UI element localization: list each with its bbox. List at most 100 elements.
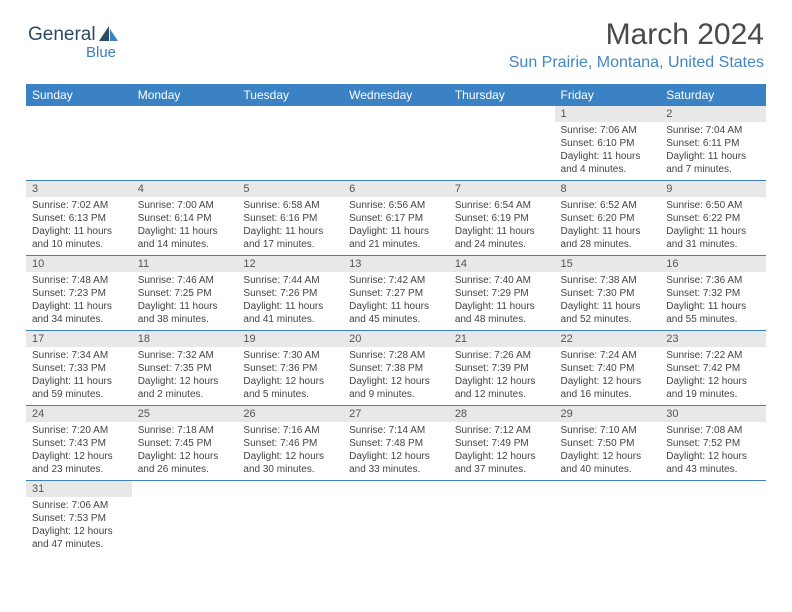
day-details: Sunrise: 7:24 AMSunset: 7:40 PMDaylight:… [555, 347, 661, 405]
day-number: 12 [237, 256, 343, 272]
calendar-day-cell: 17Sunrise: 7:34 AMSunset: 7:33 PMDayligh… [26, 331, 132, 406]
day-details: Sunrise: 7:36 AMSunset: 7:32 PMDaylight:… [660, 272, 766, 330]
day-details: Sunrise: 6:52 AMSunset: 6:20 PMDaylight:… [555, 197, 661, 255]
day-details: Sunrise: 6:56 AMSunset: 6:17 PMDaylight:… [343, 197, 449, 255]
day-details: Sunrise: 6:50 AMSunset: 6:22 PMDaylight:… [660, 197, 766, 255]
day-number: 13 [343, 256, 449, 272]
day-details: Sunrise: 7:06 AMSunset: 7:53 PMDaylight:… [26, 497, 132, 555]
sail-icon [98, 25, 120, 43]
calendar-day-cell: 29Sunrise: 7:10 AMSunset: 7:50 PMDayligh… [555, 406, 661, 481]
calendar-day-cell [449, 481, 555, 556]
calendar-day-cell: 20Sunrise: 7:28 AMSunset: 7:38 PMDayligh… [343, 331, 449, 406]
day-number: 31 [26, 481, 132, 497]
day-details: Sunrise: 7:40 AMSunset: 7:29 PMDaylight:… [449, 272, 555, 330]
day-number: 24 [26, 406, 132, 422]
day-details: Sunrise: 7:28 AMSunset: 7:38 PMDaylight:… [343, 347, 449, 405]
day-number: 2 [660, 106, 766, 122]
day-number: 23 [660, 331, 766, 347]
weekday-header: Tuesday [237, 84, 343, 106]
day-number: 7 [449, 181, 555, 197]
day-number: 28 [449, 406, 555, 422]
weekday-header: Sunday [26, 84, 132, 106]
day-details: Sunrise: 7:22 AMSunset: 7:42 PMDaylight:… [660, 347, 766, 405]
day-details: Sunrise: 7:14 AMSunset: 7:48 PMDaylight:… [343, 422, 449, 480]
calendar-day-cell: 27Sunrise: 7:14 AMSunset: 7:48 PMDayligh… [343, 406, 449, 481]
calendar-day-cell: 4Sunrise: 7:00 AMSunset: 6:14 PMDaylight… [132, 181, 238, 256]
header: General Blue March 2024 Sun Prairie, Mon… [0, 0, 792, 76]
day-details: Sunrise: 7:16 AMSunset: 7:46 PMDaylight:… [237, 422, 343, 480]
day-details: Sunrise: 7:48 AMSunset: 7:23 PMDaylight:… [26, 272, 132, 330]
weekday-header: Monday [132, 84, 238, 106]
day-number: 5 [237, 181, 343, 197]
day-number: 17 [26, 331, 132, 347]
calendar-day-cell [555, 481, 661, 556]
day-number: 14 [449, 256, 555, 272]
day-number: 10 [26, 256, 132, 272]
day-number: 9 [660, 181, 766, 197]
calendar-day-cell: 26Sunrise: 7:16 AMSunset: 7:46 PMDayligh… [237, 406, 343, 481]
calendar-day-cell: 21Sunrise: 7:26 AMSunset: 7:39 PMDayligh… [449, 331, 555, 406]
calendar-day-cell: 23Sunrise: 7:22 AMSunset: 7:42 PMDayligh… [660, 331, 766, 406]
calendar-day-cell: 9Sunrise: 6:50 AMSunset: 6:22 PMDaylight… [660, 181, 766, 256]
day-number: 18 [132, 331, 238, 347]
day-number: 6 [343, 181, 449, 197]
calendar-week-row: 3Sunrise: 7:02 AMSunset: 6:13 PMDaylight… [26, 181, 766, 256]
calendar-day-cell [343, 481, 449, 556]
calendar-day-cell: 5Sunrise: 6:58 AMSunset: 6:16 PMDaylight… [237, 181, 343, 256]
calendar-day-cell: 30Sunrise: 7:08 AMSunset: 7:52 PMDayligh… [660, 406, 766, 481]
calendar-week-row: 10Sunrise: 7:48 AMSunset: 7:23 PMDayligh… [26, 256, 766, 331]
calendar-day-cell: 31Sunrise: 7:06 AMSunset: 7:53 PMDayligh… [26, 481, 132, 556]
day-details: Sunrise: 7:08 AMSunset: 7:52 PMDaylight:… [660, 422, 766, 480]
weekday-header: Saturday [660, 84, 766, 106]
calendar-day-cell: 19Sunrise: 7:30 AMSunset: 7:36 PMDayligh… [237, 331, 343, 406]
day-details: Sunrise: 7:32 AMSunset: 7:35 PMDaylight:… [132, 347, 238, 405]
day-details: Sunrise: 7:20 AMSunset: 7:43 PMDaylight:… [26, 422, 132, 480]
calendar-day-cell: 8Sunrise: 6:52 AMSunset: 6:20 PMDaylight… [555, 181, 661, 256]
day-details: Sunrise: 7:12 AMSunset: 7:49 PMDaylight:… [449, 422, 555, 480]
day-number: 20 [343, 331, 449, 347]
day-number: 27 [343, 406, 449, 422]
calendar-day-cell: 12Sunrise: 7:44 AMSunset: 7:26 PMDayligh… [237, 256, 343, 331]
day-details: Sunrise: 7:06 AMSunset: 6:10 PMDaylight:… [555, 122, 661, 180]
calendar-day-cell: 1Sunrise: 7:06 AMSunset: 6:10 PMDaylight… [555, 106, 661, 181]
page-title: March 2024 [509, 18, 764, 52]
day-details: Sunrise: 7:18 AMSunset: 7:45 PMDaylight:… [132, 422, 238, 480]
location-text: Sun Prairie, Montana, United States [509, 54, 764, 72]
day-details: Sunrise: 7:00 AMSunset: 6:14 PMDaylight:… [132, 197, 238, 255]
calendar-day-cell [449, 106, 555, 181]
calendar-header-row: SundayMondayTuesdayWednesdayThursdayFrid… [26, 84, 766, 106]
calendar-day-cell: 16Sunrise: 7:36 AMSunset: 7:32 PMDayligh… [660, 256, 766, 331]
weekday-header: Wednesday [343, 84, 449, 106]
calendar-day-cell: 13Sunrise: 7:42 AMSunset: 7:27 PMDayligh… [343, 256, 449, 331]
day-details: Sunrise: 6:58 AMSunset: 6:16 PMDaylight:… [237, 197, 343, 255]
day-details: Sunrise: 7:38 AMSunset: 7:30 PMDaylight:… [555, 272, 661, 330]
day-number: 25 [132, 406, 238, 422]
weekday-header: Thursday [449, 84, 555, 106]
day-number: 8 [555, 181, 661, 197]
day-details: Sunrise: 7:04 AMSunset: 6:11 PMDaylight:… [660, 122, 766, 180]
day-details: Sunrise: 6:54 AMSunset: 6:19 PMDaylight:… [449, 197, 555, 255]
day-number: 15 [555, 256, 661, 272]
day-details: Sunrise: 7:44 AMSunset: 7:26 PMDaylight:… [237, 272, 343, 330]
calendar-day-cell: 6Sunrise: 6:56 AMSunset: 6:17 PMDaylight… [343, 181, 449, 256]
calendar-week-row: 17Sunrise: 7:34 AMSunset: 7:33 PMDayligh… [26, 331, 766, 406]
calendar-day-cell: 11Sunrise: 7:46 AMSunset: 7:25 PMDayligh… [132, 256, 238, 331]
calendar-day-cell: 3Sunrise: 7:02 AMSunset: 6:13 PMDaylight… [26, 181, 132, 256]
weekday-header: Friday [555, 84, 661, 106]
calendar-week-row: 1Sunrise: 7:06 AMSunset: 6:10 PMDaylight… [26, 106, 766, 181]
day-details: Sunrise: 7:02 AMSunset: 6:13 PMDaylight:… [26, 197, 132, 255]
logo: General Blue [28, 24, 120, 46]
calendar-day-cell [26, 106, 132, 181]
calendar-table: SundayMondayTuesdayWednesdayThursdayFrid… [26, 84, 766, 555]
calendar-day-cell: 28Sunrise: 7:12 AMSunset: 7:49 PMDayligh… [449, 406, 555, 481]
title-block: March 2024 Sun Prairie, Montana, United … [509, 18, 764, 72]
calendar-day-cell [237, 106, 343, 181]
calendar-day-cell: 25Sunrise: 7:18 AMSunset: 7:45 PMDayligh… [132, 406, 238, 481]
day-number: 1 [555, 106, 661, 122]
calendar-day-cell [237, 481, 343, 556]
calendar-day-cell: 15Sunrise: 7:38 AMSunset: 7:30 PMDayligh… [555, 256, 661, 331]
logo-text-general: General [28, 24, 96, 46]
day-number: 4 [132, 181, 238, 197]
day-number: 22 [555, 331, 661, 347]
calendar-day-cell: 2Sunrise: 7:04 AMSunset: 6:11 PMDaylight… [660, 106, 766, 181]
